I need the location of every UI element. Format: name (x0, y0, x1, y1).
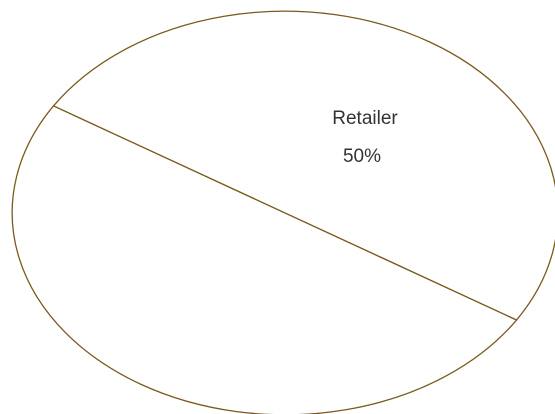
pie-slice-retailer (52, 10, 555, 321)
slice-label-retailer: Retailer (332, 108, 398, 129)
pie-slice-other (11, 105, 518, 414)
slice-value-retailer: 50% (343, 146, 381, 167)
